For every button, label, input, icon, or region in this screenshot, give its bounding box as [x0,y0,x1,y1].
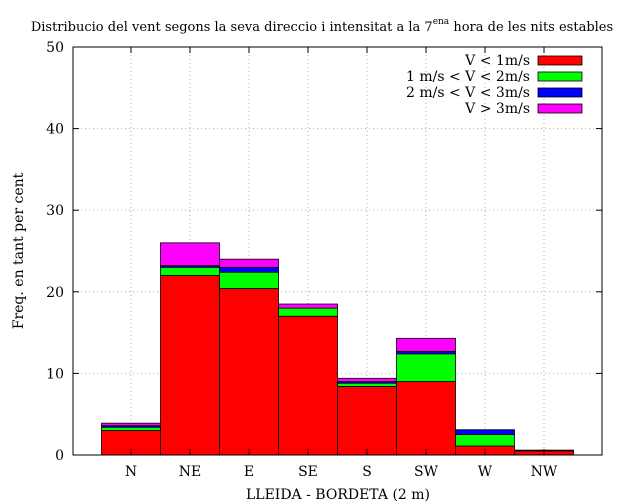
x-tick-label: N [125,464,137,480]
x-tick-label: NE [179,464,201,480]
chart-title-main: Distribucio del vent segons la seva dire… [31,20,433,35]
bar-segment-w-1 [455,434,515,447]
y-tick-label: 0 [55,448,64,464]
bar-segment-e-1 [219,271,279,289]
x-tick-label: W [478,464,493,480]
bar-segment-n-3 [101,422,161,427]
y-axis-label: Freq. en tant per cent [11,172,27,329]
plot-frame [72,46,603,456]
bar-segment-w-2 [455,429,515,436]
chart-title-superscript: ena [433,17,450,27]
x-tick-label: S [362,464,372,480]
bar-segment-sw-3 [396,337,456,352]
bar-segment-e-2 [219,266,279,273]
legend-swatch [537,55,583,66]
bar-segment-ne-0 [160,275,220,456]
legend-label: V < 1m/s [464,53,530,69]
bar-segment-ne-1 [160,266,220,276]
y-tick-label: 30 [46,203,64,219]
legend-label: V > 3m/s [464,101,530,117]
x-axis-label: LLEIDA - BORDETA (2 m) [246,487,430,503]
chart-title-suffix: hora de les nits estables [449,20,613,35]
bar-segment-se-1 [278,307,338,317]
bar-segment-se-3 [278,303,338,309]
bar-segment-sw-0 [396,381,456,456]
bar-segment-s-1 [337,382,397,387]
bar-segment-s-0 [337,386,397,456]
legend-swatch [537,71,583,82]
x-tick-label: NW [531,464,558,480]
bar-segment-ne-3 [160,242,220,267]
axis-ticks: 0 10 20 30 40 50 N NE E SE S SW W NW [46,40,602,480]
y-tick-label: 20 [46,285,64,301]
bar-segment-sw-1 [396,353,456,382]
bars [101,242,574,456]
legend-swatch [537,103,583,114]
bar-segment-se-0 [278,315,338,456]
legend-swatch [537,87,583,98]
bar-segment-e-0 [219,288,279,456]
y-tick-label: 10 [46,366,64,382]
legend-label: 2 m/s < V < 3m/s [406,85,530,101]
bar-segment-e-3 [219,258,279,268]
x-tick-label: E [244,464,254,480]
y-tick-label: 40 [46,122,64,138]
x-tick-label: SW [414,464,439,480]
legend-label: 1 m/s < V < 2m/s [406,69,530,85]
chart-title: Distribucio del vent segons la seva dire… [31,17,613,35]
legend: V < 1m/s1 m/s < V < 2m/s2 m/s < V < 3m/s… [406,53,583,117]
y-tick-label: 50 [46,40,64,56]
bar-segment-n-1 [101,426,161,431]
x-tick-label: SE [298,464,318,480]
bar-segment-s-3 [337,377,397,382]
